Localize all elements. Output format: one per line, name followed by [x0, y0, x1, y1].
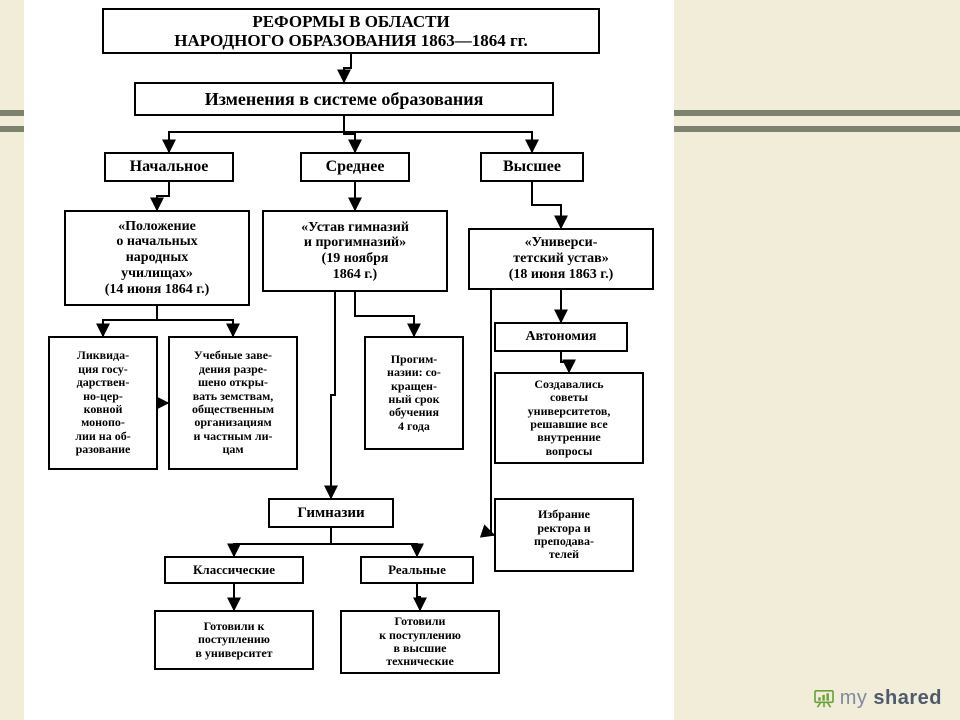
- node-layer: РЕФОРМЫ В ОБЛАСТИНАРОДНОГО ОБРАЗОВАНИЯ 1…: [24, 0, 674, 720]
- node-doc_sec: «Устав гимназийи прогимназий»(19 ноября1…: [262, 210, 448, 292]
- node-changes: Изменения в системе образования: [134, 82, 554, 116]
- node-doc_high: «Универси-тетский устав»(18 июня 1863 г.…: [468, 228, 654, 290]
- node-councils: Создавалисьсоветыуниверситетов,решавшие …: [494, 372, 644, 464]
- node-doc_prim: «Положениео начальныхнародныхучилищах»(1…: [64, 210, 250, 306]
- node-lvl_high: Высшее: [480, 152, 584, 182]
- node-progym: Прогим-назии: со-кращен-ный срокобучения…: [364, 336, 464, 450]
- node-lvl_prim: Начальное: [104, 152, 234, 182]
- node-lvl_sec: Среднее: [300, 152, 410, 182]
- node-title: РЕФОРМЫ В ОБЛАСТИНАРОДНОГО ОБРАЗОВАНИЯ 1…: [102, 8, 600, 54]
- stage: РЕФОРМЫ В ОБЛАСТИНАРОДНОГО ОБРАЗОВАНИЯ 1…: [0, 0, 960, 720]
- diagram-panel: РЕФОРМЫ В ОБЛАСТИНАРОДНОГО ОБРАЗОВАНИЯ 1…: [24, 0, 674, 720]
- node-rector: Избраниеректора ипреподава-телей: [494, 498, 634, 572]
- node-real: Реальные: [360, 556, 474, 584]
- watermark: my shared: [814, 687, 942, 710]
- node-gymnasia: Гимназии: [268, 498, 394, 528]
- node-autonomy: Автономия: [494, 322, 628, 352]
- watermark-text-left: my: [840, 687, 868, 710]
- node-real_out: Готовилик поступлениюв высшиетехнические: [340, 610, 500, 674]
- node-prim_a: Ликвида-ция госу-дарствен-но-цер-ковнойм…: [48, 336, 158, 470]
- node-prim_b: Учебные заве-дения разре-шено откры-вать…: [168, 336, 298, 470]
- watermark-text-right: shared: [873, 687, 942, 710]
- presentation-icon: [814, 690, 834, 708]
- node-classical: Классические: [164, 556, 304, 584]
- node-class_out: Готовили кпоступлениюв университет: [154, 610, 314, 670]
